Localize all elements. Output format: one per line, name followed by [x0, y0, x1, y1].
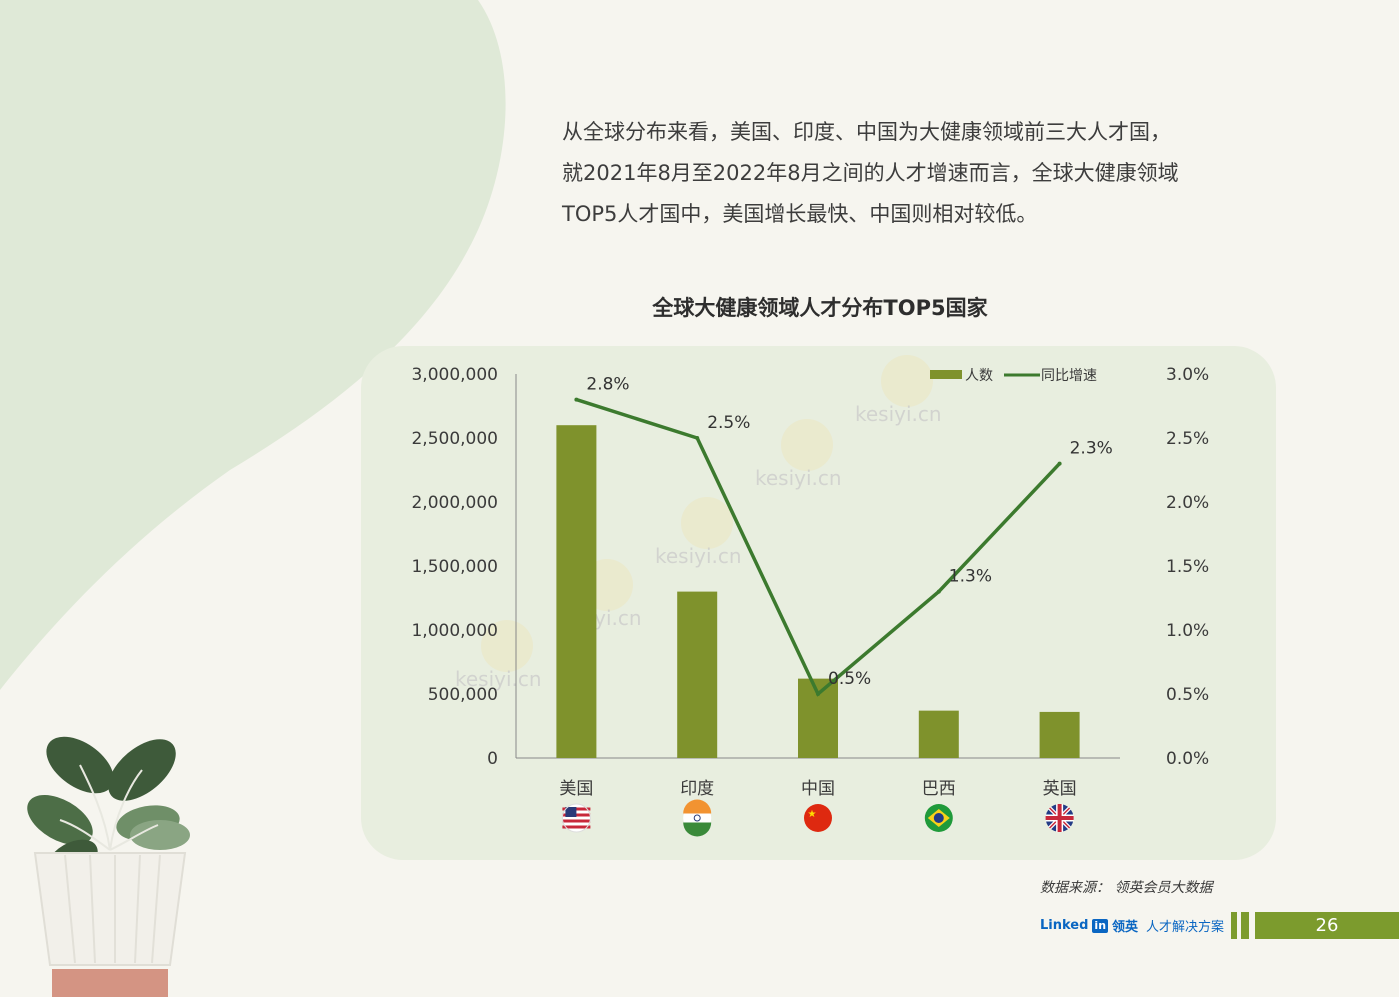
x-tick-label: 印度: [680, 779, 714, 799]
data-label: 0.5%: [828, 669, 871, 689]
footer-accent-bar: [1231, 912, 1237, 939]
line-point: [1057, 461, 1062, 466]
brand-in-badge: in: [1092, 918, 1109, 933]
y-left-tick-label: 1,000,000: [411, 621, 498, 641]
bar: [918, 710, 959, 758]
intro-line: 就2021年8月至2022年8月之间的人才增速而言，全球大健康领域: [562, 161, 1179, 185]
page-number: 26: [1255, 912, 1399, 939]
watermark-figure: [881, 355, 933, 407]
bar: [677, 591, 718, 758]
intro-line: TOP5人才国中，美国增长最快、中国则相对较低。: [562, 202, 1038, 226]
intro-text: 从全球分布来看，美国、印度、中国为大健康领域前三大人才国， 就2021年8月至2…: [562, 112, 1282, 235]
y-left-tick-label: 1,500,000: [411, 557, 498, 577]
y-left-tick-label: 500,000: [428, 685, 498, 705]
y-left-tick-label: 0: [487, 749, 498, 769]
chart-title: 全球大健康领域人才分布TOP5国家: [652, 296, 988, 320]
line-point: [936, 589, 941, 594]
data-label: 2.3%: [1070, 439, 1113, 459]
legend-label: 同比增速: [1041, 368, 1097, 384]
line-point: [695, 436, 700, 440]
y-right-tick-label: 2.5%: [1166, 429, 1209, 449]
flag-cross: [1057, 804, 1062, 832]
watermark-figure: [681, 497, 733, 549]
watermark-figure: [481, 620, 533, 672]
y-left-tick-label: 2,500,000: [411, 429, 498, 449]
y-right-tick-label: 0.0%: [1166, 749, 1209, 769]
china-flag-icon: [804, 804, 832, 832]
flag-band: [683, 822, 712, 837]
y-right-tick-label: 2.0%: [1166, 493, 1209, 513]
line-point: [574, 397, 579, 402]
flag-globe: [933, 813, 944, 823]
flag-band: [683, 799, 712, 814]
watermark-text: kesiyi.cn: [455, 667, 542, 691]
potted-plant-illustration: [27, 736, 190, 997]
data-label: 2.8%: [586, 375, 629, 395]
y-right-tick-label: 1.5%: [1166, 557, 1209, 577]
data-label: 1.3%: [949, 567, 992, 587]
chart-panel: [361, 346, 1276, 860]
footer-accent-bar: [1241, 912, 1249, 939]
intro-line: 从全球分布来看，美国、印度、中国为大健康领域前三大人才国，: [562, 120, 1171, 144]
flag-star: ★: [808, 809, 817, 820]
flag-wheel: [693, 814, 701, 822]
line-point: [816, 692, 820, 696]
y-right-tick-label: 0.5%: [1166, 685, 1209, 705]
x-tick-label: 英国: [1043, 779, 1077, 799]
data-source: 数据来源： 领英会员大数据: [1040, 880, 1213, 896]
flag-stripe: [562, 825, 591, 829]
flag-ring: [561, 803, 591, 833]
watermark-text: kesiyi.cn: [755, 466, 842, 490]
flag-stripe: [562, 819, 591, 823]
legend-label: 人数: [965, 368, 993, 384]
brand-cn-text: 领英: [1112, 920, 1139, 935]
flag-canton: [565, 807, 577, 817]
brand-tagline: 人才解决方案: [1146, 920, 1225, 935]
y-left-tick-label: 2,000,000: [411, 493, 498, 513]
data-label: 2.5%: [707, 413, 750, 433]
x-tick-label: 巴西: [922, 779, 956, 799]
y-right-tick-label: 3.0%: [1166, 365, 1209, 385]
watermark-text: kesiyi.cn: [655, 544, 742, 568]
background-blob: [0, 0, 506, 690]
bar: [556, 425, 597, 758]
bar: [1039, 711, 1080, 758]
y-left-tick-label: 3,000,000: [411, 365, 498, 385]
x-tick-label: 中国: [801, 779, 835, 799]
watermark-text: kesiyi.cn: [855, 402, 942, 426]
legend-swatch-bar: [930, 370, 962, 379]
watermark-figure: [781, 419, 833, 471]
x-tick-label: 美国: [559, 779, 593, 799]
y-right-tick-label: 1.0%: [1166, 621, 1209, 641]
linkedin-logo: Linked in 领英 人才解决方案: [1040, 916, 1224, 935]
brand-linked-text: Linked: [1040, 918, 1089, 933]
